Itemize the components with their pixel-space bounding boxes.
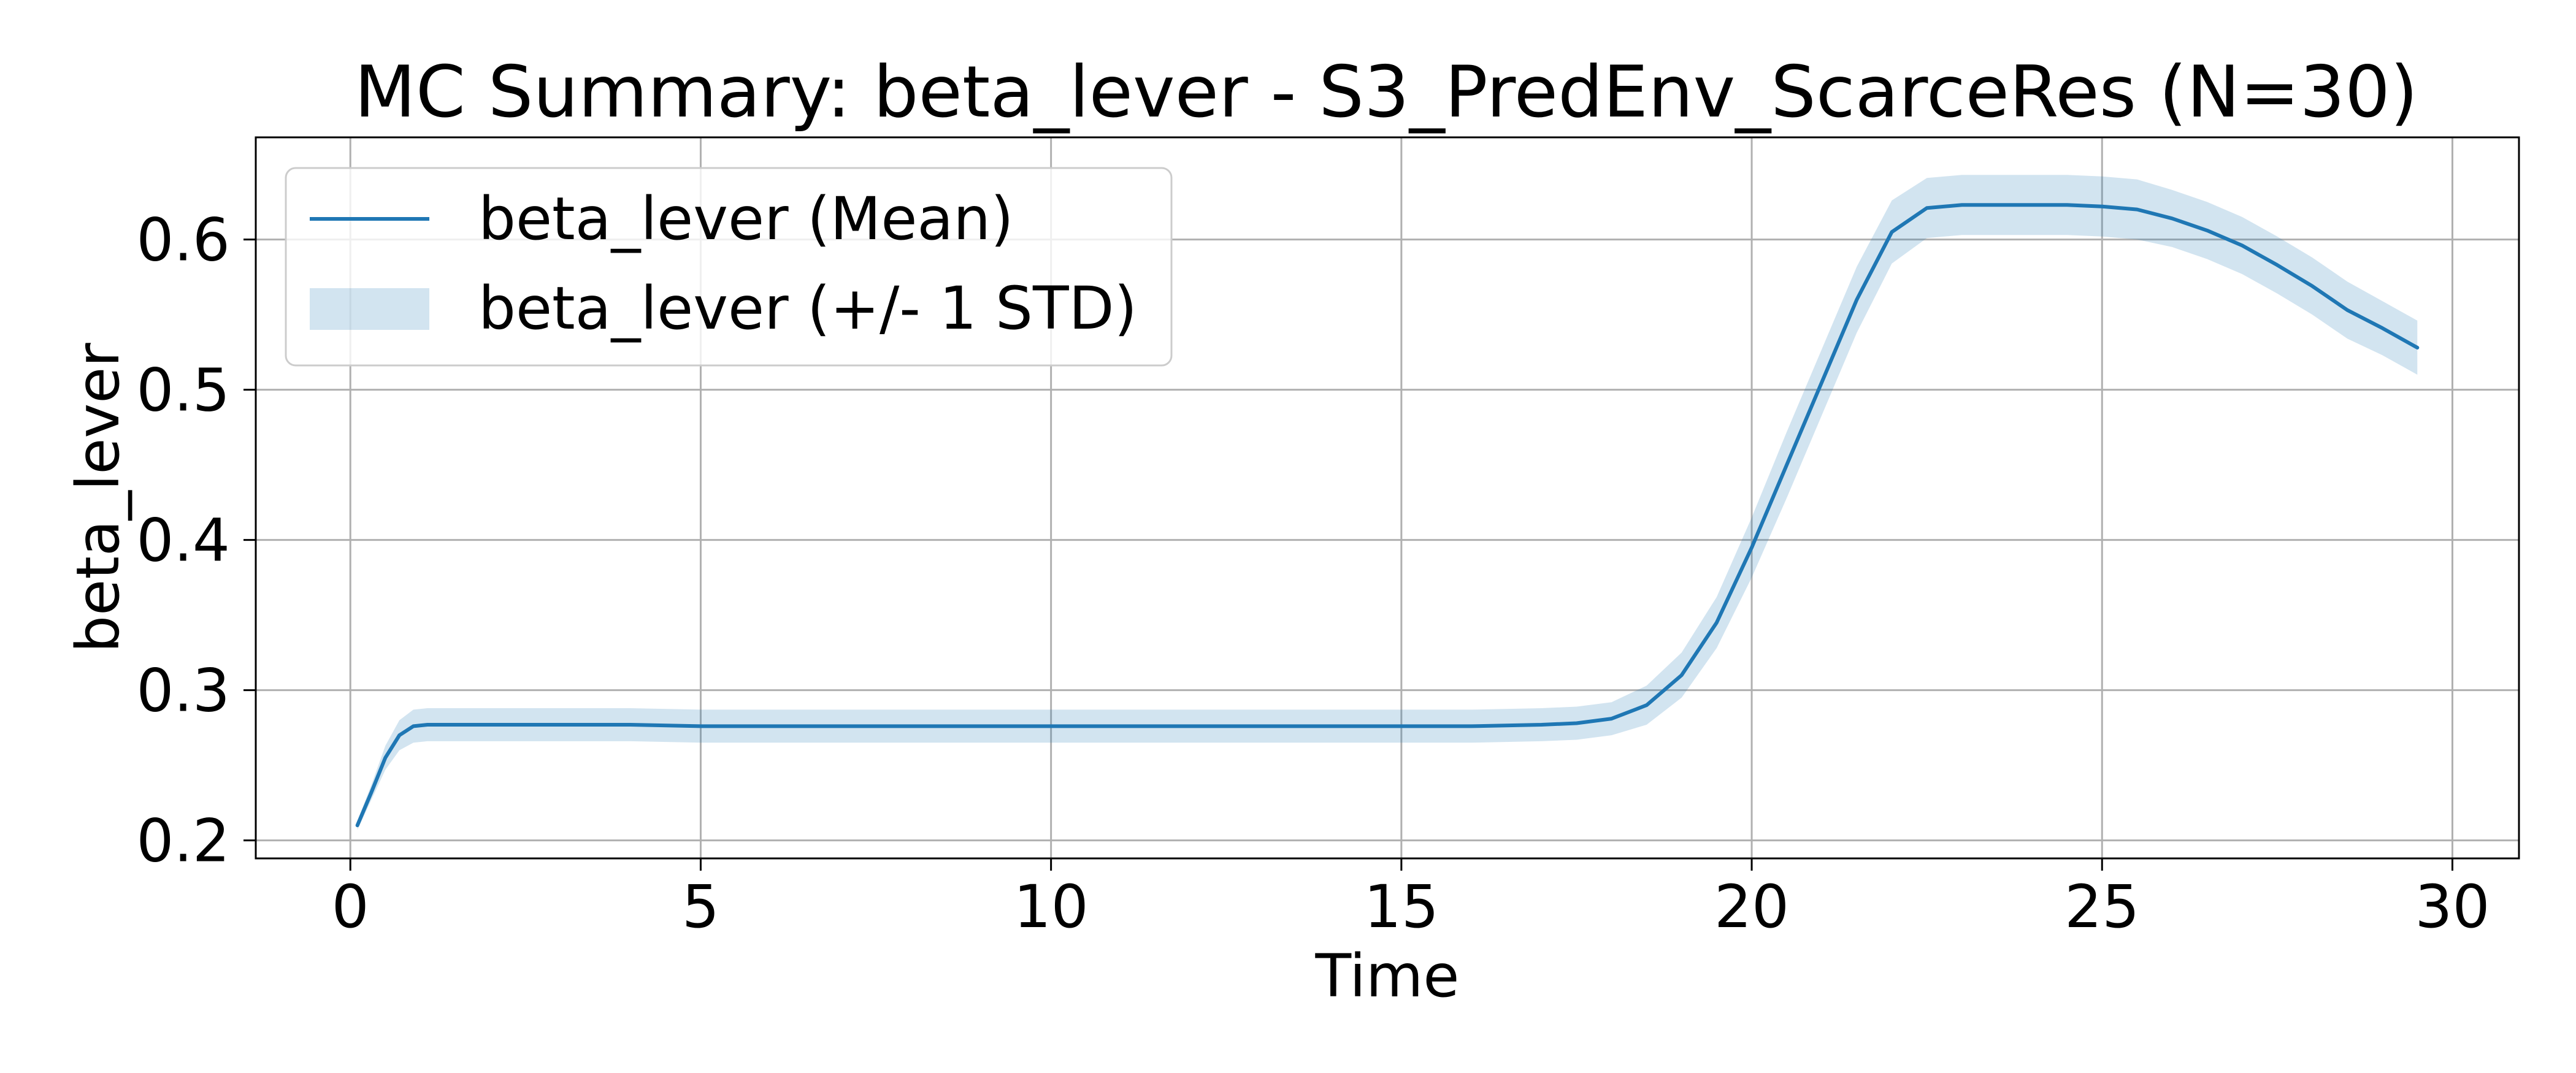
x-tick-label: 25 (2064, 873, 2139, 941)
y-axis-label: beta_lever (64, 343, 132, 653)
legend-band-swatch (310, 288, 429, 330)
x-tick-label: 10 (1014, 873, 1089, 941)
chart-title: MC Summary: beta_lever - S3_PredEnv_Scar… (355, 51, 2418, 134)
x-tick-label: 0 (332, 873, 369, 941)
y-tick-label: 0.6 (136, 206, 230, 275)
legend-band-label: beta_lever (+/- 1 STD) (478, 274, 1137, 343)
x-tick-label: 15 (1364, 873, 1439, 941)
x-tick-label: 20 (1714, 873, 1789, 941)
legend-box (285, 167, 1173, 367)
std-band (357, 175, 2418, 830)
x-tick-label: 5 (682, 873, 719, 941)
mean-line (355, 203, 2420, 828)
x-axis-ticks: 0 5 10 15 20 25 30 (332, 858, 2490, 941)
y-tick-label: 0.2 (136, 807, 230, 876)
x-axis-label: Time (1315, 942, 1460, 1010)
x-tick-label: 30 (2415, 873, 2490, 941)
legend-mean-label: beta_lever (Mean) (478, 185, 1014, 253)
y-tick-label: 0.4 (136, 506, 230, 575)
grid-lines (256, 137, 2519, 858)
y-tick-label: 0.3 (136, 657, 230, 725)
y-axis-ticks: 0.2 0.3 0.4 0.5 0.6 (136, 206, 256, 876)
y-tick-label: 0.5 (136, 356, 230, 425)
legend: beta_lever (Mean) beta_lever (+/- 1 STD) (285, 167, 1173, 367)
plot-frame (255, 136, 2520, 860)
